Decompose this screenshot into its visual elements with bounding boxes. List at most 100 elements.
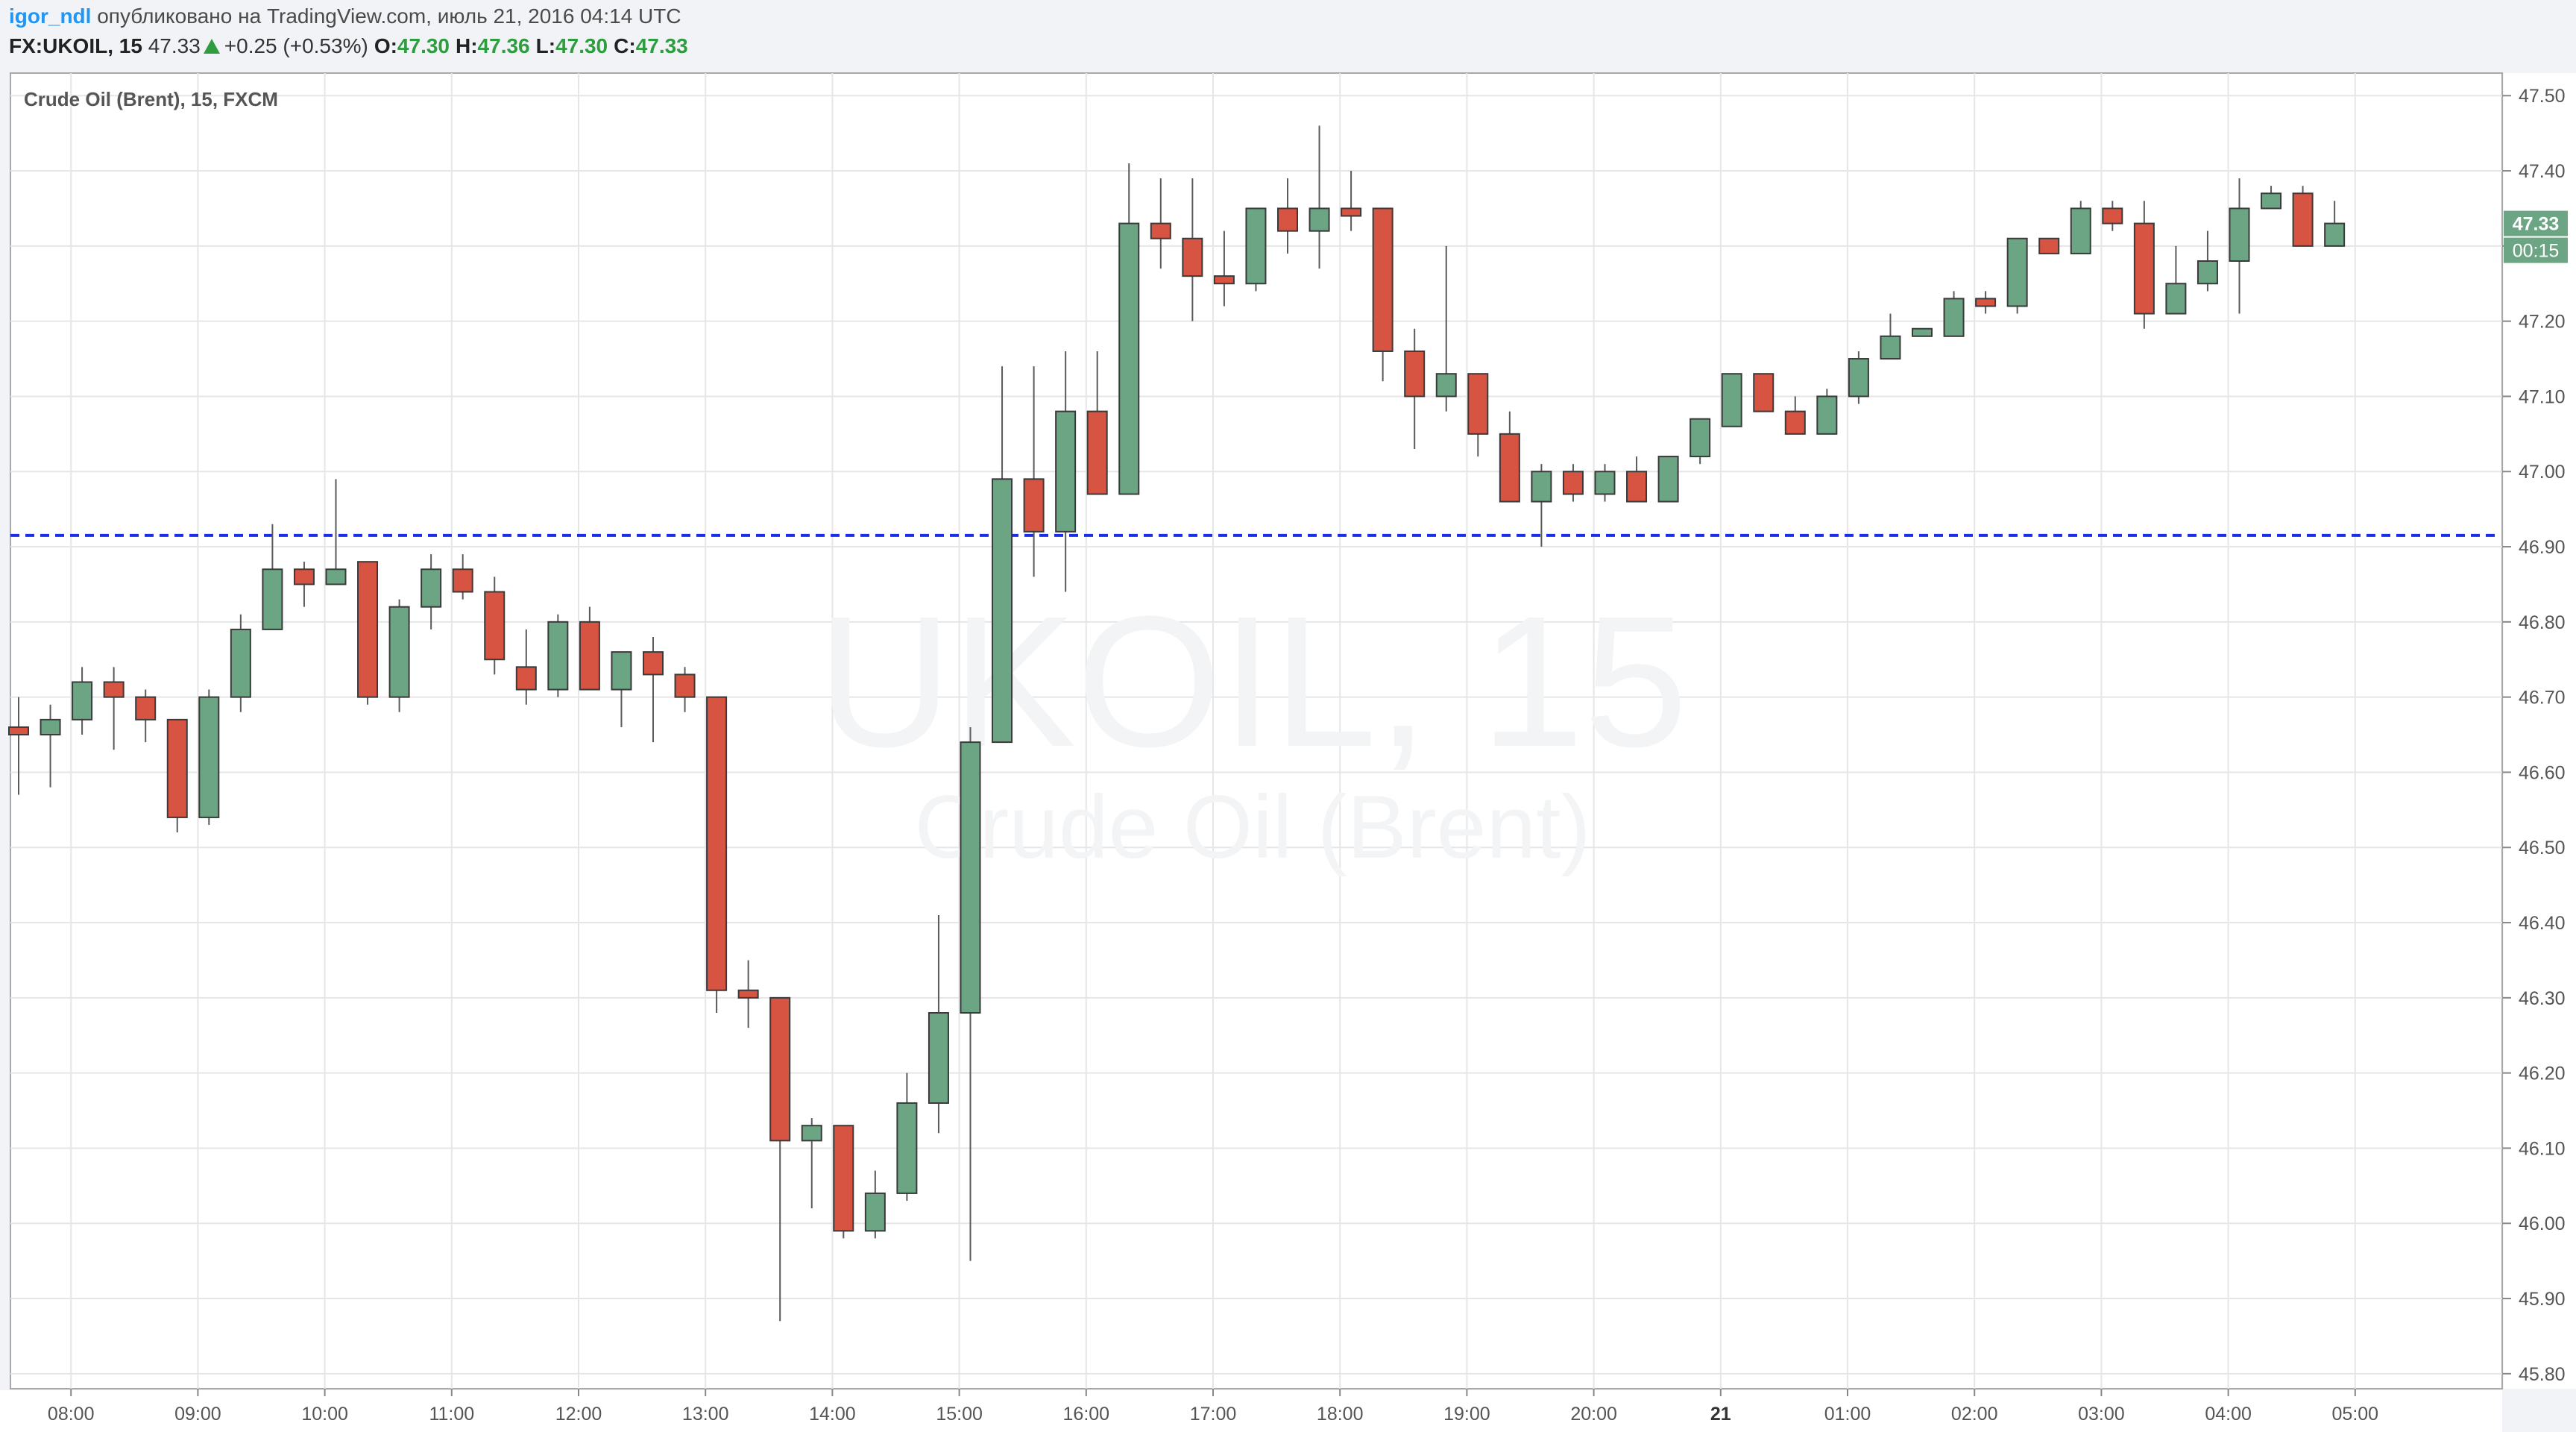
candle-up[interactable] — [1055, 410, 1077, 533]
candle-up[interactable] — [72, 681, 93, 720]
candle-up[interactable] — [421, 568, 442, 608]
candle-up[interactable] — [928, 1012, 949, 1104]
chart-title: Crude Oil (Brent), 15, FXCM — [24, 88, 278, 110]
candle-down[interactable] — [1341, 207, 1362, 217]
candle-down[interactable] — [1499, 433, 1520, 503]
candle-down[interactable] — [1404, 350, 1426, 398]
candle-down[interactable] — [769, 996, 791, 1142]
candle-down[interactable] — [484, 591, 506, 661]
candle-down[interactable] — [8, 726, 29, 736]
symbol-label[interactable]: FX:UKOIL, 15 — [9, 34, 142, 57]
candle-up[interactable] — [230, 628, 251, 698]
candle-down[interactable] — [2292, 192, 2314, 247]
candle-up[interactable] — [1912, 327, 1933, 337]
candle-up[interactable] — [547, 621, 569, 691]
publish-line: igor_ndl опубликовано на TradingView.com… — [9, 4, 681, 28]
candle-up[interactable] — [1816, 395, 1838, 435]
price-tags: 47.33 00:15 — [2504, 210, 2568, 263]
candle-up[interactable] — [2196, 260, 2218, 285]
candle-down[interactable] — [515, 666, 537, 691]
x-tick-label: 02:00 — [1951, 1404, 1998, 1425]
candle-down[interactable] — [1023, 478, 1045, 533]
candle-up[interactable] — [801, 1125, 822, 1142]
candle-up[interactable] — [2324, 222, 2346, 247]
low-value: 47.30 — [555, 34, 608, 57]
candlestick-chart[interactable]: UKOIL, 15 Crude Oil (Brent) Crude Oil (B… — [0, 69, 2576, 1432]
candle-down[interactable] — [1784, 410, 1806, 435]
candle-up[interactable] — [325, 568, 347, 585]
x-axis: 7:0008:0009:0010:0011:0012:0013:0014:001… — [48, 1389, 2378, 1425]
time-scale[interactable] — [0, 1390, 2502, 1432]
candle-up[interactable] — [262, 568, 283, 630]
candle-down[interactable] — [2102, 207, 2123, 224]
candle-down[interactable] — [135, 696, 157, 720]
candle-down[interactable] — [706, 696, 728, 991]
candle-down[interactable] — [1182, 237, 1203, 277]
candle-down[interactable] — [674, 673, 696, 698]
candle-up[interactable] — [1880, 335, 1901, 360]
candle-up[interactable] — [1848, 358, 1869, 398]
candle-up[interactable] — [1435, 373, 1457, 398]
candle-down[interactable] — [103, 681, 125, 698]
candle-down[interactable] — [1086, 410, 1108, 495]
candle-up[interactable] — [992, 478, 1013, 744]
candle-down[interactable] — [737, 989, 759, 999]
candle-up[interactable] — [1309, 207, 1330, 232]
x-tick-label: 19:00 — [1443, 1404, 1490, 1425]
candle-up[interactable] — [1657, 456, 1679, 503]
candle-down[interactable] — [1277, 207, 1298, 232]
candle-down[interactable] — [166, 718, 188, 818]
candle-up[interactable] — [2006, 237, 2028, 307]
candle-down[interactable] — [1753, 373, 1774, 412]
candle-up[interactable] — [864, 1192, 886, 1232]
candle-down[interactable] — [1372, 207, 1394, 352]
candle-up[interactable] — [198, 696, 220, 818]
y-tick-label: 47.40 — [2519, 161, 2566, 182]
candle-up[interactable] — [1689, 418, 1711, 458]
candle-up[interactable] — [2261, 192, 2282, 210]
candle-down[interactable] — [2038, 237, 2060, 254]
candle-up[interactable] — [2070, 207, 2091, 254]
candle-up[interactable] — [960, 741, 981, 1014]
candle-up[interactable] — [40, 718, 61, 736]
current-price-label: 47.33 — [2513, 214, 2560, 235]
y-tick-label: 45.90 — [2519, 1289, 2566, 1310]
y-tick-label: 47.50 — [2519, 86, 2566, 107]
low-label: L: — [535, 34, 556, 57]
candle-down[interactable] — [1467, 373, 1489, 435]
candle-down[interactable] — [293, 568, 315, 585]
candle-up[interactable] — [2165, 283, 2187, 315]
y-tick-label: 46.10 — [2519, 1138, 2566, 1159]
y-tick-label: 46.50 — [2519, 838, 2566, 858]
candle-down[interactable] — [1562, 471, 1584, 495]
candle-down[interactable] — [1975, 298, 1997, 307]
candle-down[interactable] — [579, 621, 600, 691]
last-price: 47.33 — [148, 34, 201, 57]
candle-down[interactable] — [643, 651, 664, 676]
candle-up[interactable] — [1118, 222, 1140, 495]
candle-up[interactable] — [388, 606, 410, 698]
candle-up[interactable] — [611, 651, 632, 691]
candle-down[interactable] — [833, 1125, 854, 1232]
candle-down[interactable] — [452, 568, 473, 593]
candle-down[interactable] — [2133, 222, 2155, 315]
candle-up[interactable] — [896, 1102, 918, 1194]
candle-up[interactable] — [1594, 471, 1616, 495]
y-tick-label: 46.30 — [2519, 988, 2566, 1009]
candle-up[interactable] — [2229, 207, 2250, 262]
candle-down[interactable] — [1150, 222, 1171, 239]
price-scale[interactable] — [2504, 73, 2576, 1389]
candle-up[interactable] — [1245, 207, 1267, 285]
candle-up[interactable] — [1531, 471, 1552, 503]
x-tick-label: 09:00 — [174, 1404, 221, 1425]
plot-area[interactable] — [10, 72, 2503, 1389]
x-tick-label: 04:00 — [2205, 1404, 2252, 1425]
candle-down[interactable] — [357, 561, 379, 698]
price-change: +0.25 (+0.53%) — [224, 34, 368, 57]
author-link[interactable]: igor_ndl — [9, 4, 92, 28]
grid — [10, 73, 2502, 1389]
candle-down[interactable] — [1626, 471, 1648, 503]
candle-down[interactable] — [1213, 275, 1235, 285]
candle-up[interactable] — [1721, 373, 1742, 427]
candle-up[interactable] — [1943, 298, 1965, 337]
